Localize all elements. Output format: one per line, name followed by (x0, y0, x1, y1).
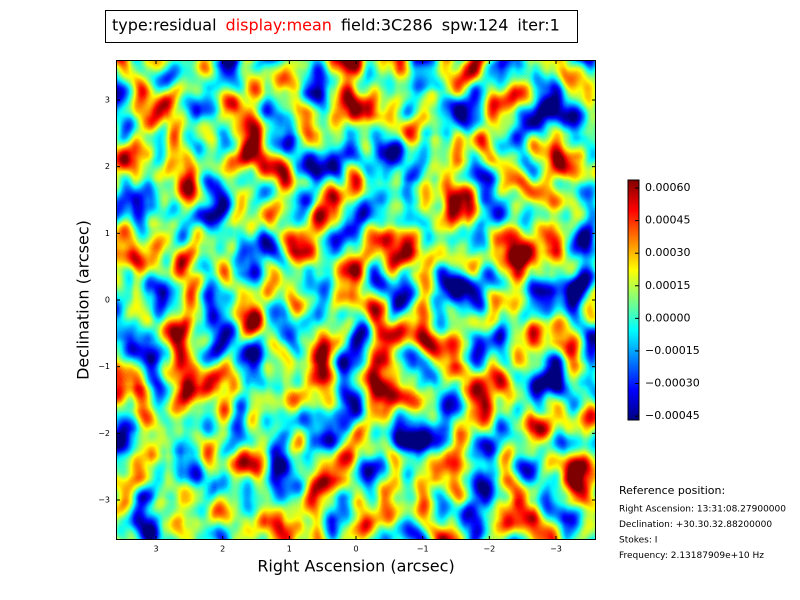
reference-line: Stokes: I (619, 536, 657, 546)
y-tick-label: 3 (105, 96, 110, 105)
y-tick-label: 2 (105, 162, 110, 171)
y-axis-label: Declination (arcsec) (74, 220, 93, 380)
y-tick-label: −3 (98, 496, 110, 505)
x-tick-label: 3 (153, 545, 158, 554)
colorbar-tick-label: 0.00030 (645, 246, 691, 259)
y-tick-label: 0 (105, 296, 110, 305)
x-tick-label: 2 (220, 545, 225, 554)
title-box (105, 10, 578, 43)
title-part: spw:124 (442, 16, 509, 35)
x-tick-label: −2 (483, 545, 495, 554)
title-part: type:residual (112, 16, 217, 35)
colorbar-tick-label: 0.00015 (645, 279, 691, 292)
y-tick-label: −2 (98, 429, 110, 438)
reference-line: Frequency: 2.13187909e+10 Hz (619, 551, 764, 561)
y-tick-label: 1 (105, 229, 110, 238)
reference-line: Right Ascension: 13:31:08.27900000 (619, 505, 786, 515)
title-part: field:3C286 (341, 16, 433, 35)
reference-heading: Reference position: (619, 484, 725, 497)
colorbar-tick-label: −0.00015 (645, 344, 700, 357)
x-tick-label: −1 (417, 545, 429, 554)
colorbar-tick-label: 0.00060 (645, 181, 691, 194)
x-tick-label: −3 (550, 545, 562, 554)
title-part: display:mean (226, 16, 332, 35)
colorbar-tick-label: 0.00045 (645, 214, 691, 227)
y-tick-label: −1 (98, 362, 110, 371)
x-axis-label: Right Ascension (arcsec) (257, 557, 454, 576)
residual-image (116, 60, 596, 540)
colorbar-tick-label: 0.00000 (645, 311, 691, 324)
reference-line: Declination: +30.30.32.88200000 (619, 520, 772, 530)
x-tick-label: 1 (287, 545, 292, 554)
colorbar (627, 179, 640, 421)
x-tick-label: 0 (353, 545, 358, 554)
colorbar-tick-label: −0.00030 (645, 377, 700, 390)
title-part: iter:1 (517, 16, 559, 35)
colorbar-tick-label: −0.00045 (645, 409, 700, 422)
